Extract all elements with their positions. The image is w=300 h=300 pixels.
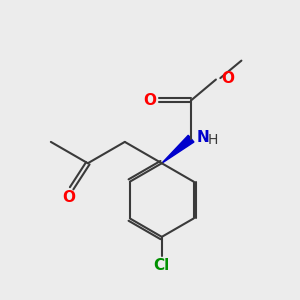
Text: Cl: Cl [154,258,170,273]
Text: H: H [207,133,218,147]
Polygon shape [162,135,194,163]
Text: O: O [143,93,156,108]
Text: O: O [62,190,75,205]
Text: O: O [221,70,234,86]
Text: N: N [196,130,209,145]
